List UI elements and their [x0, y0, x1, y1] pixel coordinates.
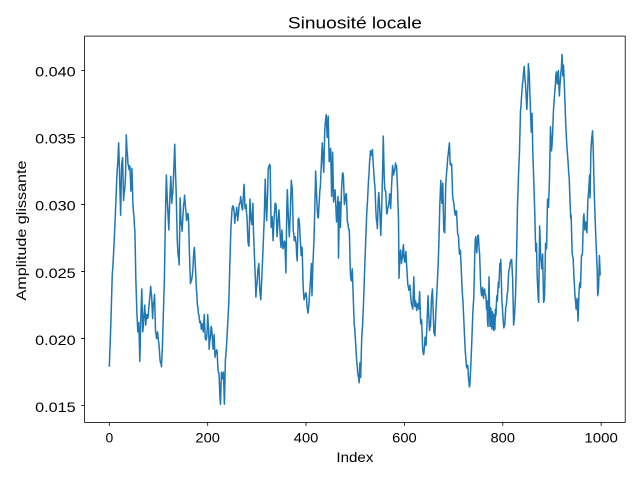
svg-text:0.035: 0.035 [35, 131, 76, 147]
svg-text:200: 200 [195, 430, 220, 446]
svg-text:Sinuosité locale: Sinuosité locale [288, 13, 422, 32]
svg-text:800: 800 [491, 430, 516, 446]
svg-text:0: 0 [105, 430, 113, 446]
svg-text:400: 400 [294, 430, 319, 446]
svg-text:Index: Index [336, 449, 373, 465]
svg-text:Amplitude glissante: Amplitude glissante [13, 160, 29, 300]
svg-text:0.020: 0.020 [35, 332, 76, 348]
svg-text:600: 600 [392, 430, 417, 446]
svg-text:0.025: 0.025 [35, 265, 76, 281]
svg-text:0.030: 0.030 [35, 198, 76, 214]
svg-text:0.015: 0.015 [35, 399, 76, 415]
svg-text:1000: 1000 [584, 430, 618, 446]
svg-text:0.040: 0.040 [35, 64, 76, 80]
